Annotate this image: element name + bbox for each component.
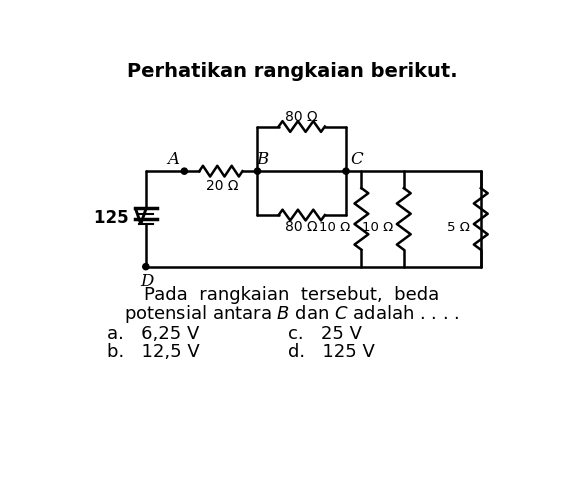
Circle shape — [181, 169, 188, 175]
Text: A: A — [168, 151, 180, 168]
Circle shape — [343, 169, 349, 175]
Circle shape — [142, 264, 149, 270]
Text: 80 Ω: 80 Ω — [286, 109, 318, 123]
Text: b.   12,5 V: b. 12,5 V — [107, 343, 200, 361]
Text: 125 V: 125 V — [94, 209, 147, 227]
Text: potensial antara $B$ dan $C$ adalah . . . .: potensial antara $B$ dan $C$ adalah . . … — [124, 302, 460, 324]
Text: Pada  rangkaian  tersebut,  beda: Pada rangkaian tersebut, beda — [145, 286, 439, 304]
Text: D: D — [141, 272, 154, 289]
Text: d.   125 V: d. 125 V — [288, 343, 375, 361]
Text: 10 Ω: 10 Ω — [319, 221, 351, 234]
Text: 80 Ω: 80 Ω — [286, 219, 318, 233]
Text: a.   6,25 V: a. 6,25 V — [107, 324, 200, 342]
Text: B: B — [256, 151, 268, 168]
Text: C: C — [351, 151, 363, 168]
Text: 20 Ω: 20 Ω — [206, 179, 239, 193]
Text: c.   25 V: c. 25 V — [288, 324, 363, 342]
Text: 10 Ω: 10 Ω — [362, 221, 393, 234]
Text: Perhatikan rangkaian berikut.: Perhatikan rangkaian berikut. — [127, 61, 458, 81]
Circle shape — [254, 169, 260, 175]
Text: 5 Ω: 5 Ω — [447, 221, 470, 234]
